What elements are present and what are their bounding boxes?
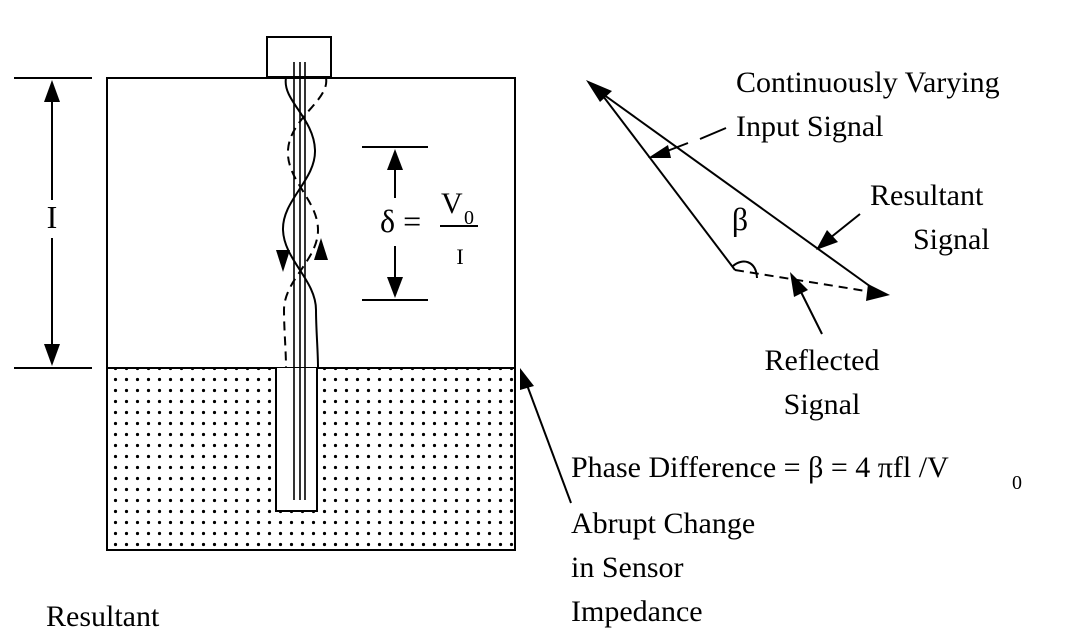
delta-lhs: δ = — [380, 203, 421, 239]
reflected-wave-arrow — [314, 238, 328, 260]
input-label-leader-upper — [699, 127, 727, 140]
beta-symbol: β — [732, 201, 748, 237]
resultant-label-leader — [829, 213, 861, 239]
phase-difference-subscript: 0 — [1012, 472, 1022, 494]
probe — [266, 36, 332, 512]
abrupt-change-leader — [526, 384, 572, 504]
abrupt-change-label-line1: Abrupt Change — [571, 507, 755, 540]
reflected-wave — [282, 77, 328, 369]
abrupt-change-label-line3: Impedance — [571, 595, 703, 628]
delta-arrow-up — [387, 149, 403, 170]
incident-wave — [281, 77, 319, 369]
probe-sleeve — [275, 368, 318, 512]
height-arrow-down — [44, 344, 60, 366]
delta-dimension: δ = V 0 I — [362, 146, 478, 301]
reflected-label-arrow — [790, 272, 808, 297]
resultant-signal-label-line2: Signal — [913, 223, 990, 256]
abrupt-change-arrow — [520, 368, 534, 390]
phase-formula: Phase Difference = β = 4 πfl /V 0 — [571, 451, 1022, 494]
phase-difference-text: Phase Difference = β = 4 πfl /V — [571, 451, 949, 484]
incident-wave-arrow — [276, 250, 290, 272]
bottom-left-caption: Resultant — [46, 600, 160, 632]
delta-denominator: I — [456, 244, 463, 269]
height-symbol: I — [47, 199, 58, 235]
delta-arrow-down — [387, 277, 403, 298]
probe-sleeve-fill — [276, 368, 317, 511]
delta-numerator-subscript: 0 — [464, 207, 474, 229]
resultant-signal-vector — [599, 91, 879, 293]
height-arrow-up — [44, 80, 60, 102]
reflected-label-leader — [799, 289, 823, 335]
input-label-arrow — [648, 145, 671, 158]
reflected-arrowhead — [866, 284, 890, 301]
reflected-signal-label-line1: Reflected — [765, 344, 880, 377]
delta-numerator: V — [441, 187, 463, 220]
beta-angle-arc — [732, 260, 758, 279]
resultant-label-arrow — [816, 230, 838, 250]
probe-head — [266, 36, 332, 78]
abrupt-change-label-line2: in Sensor — [571, 551, 684, 584]
input-signal-label-line1: Continuously Varying — [736, 66, 1000, 99]
height-dimension: I — [14, 77, 92, 369]
vector-arrowhead-tip — [586, 80, 612, 102]
reflected-signal-label-line2: Signal — [784, 388, 861, 421]
input-signal-label-line2: Input Signal — [736, 110, 884, 143]
input-signal-vector — [599, 91, 736, 271]
reflected-signal-vector — [734, 269, 873, 293]
abrupt-change-annotation: Abrupt Change in Sensor Impedance — [520, 368, 755, 628]
vector-diagram: β Continuously Varying Input Signal Resu… — [586, 66, 1000, 421]
resultant-signal-label-line1: Resultant — [870, 179, 984, 212]
